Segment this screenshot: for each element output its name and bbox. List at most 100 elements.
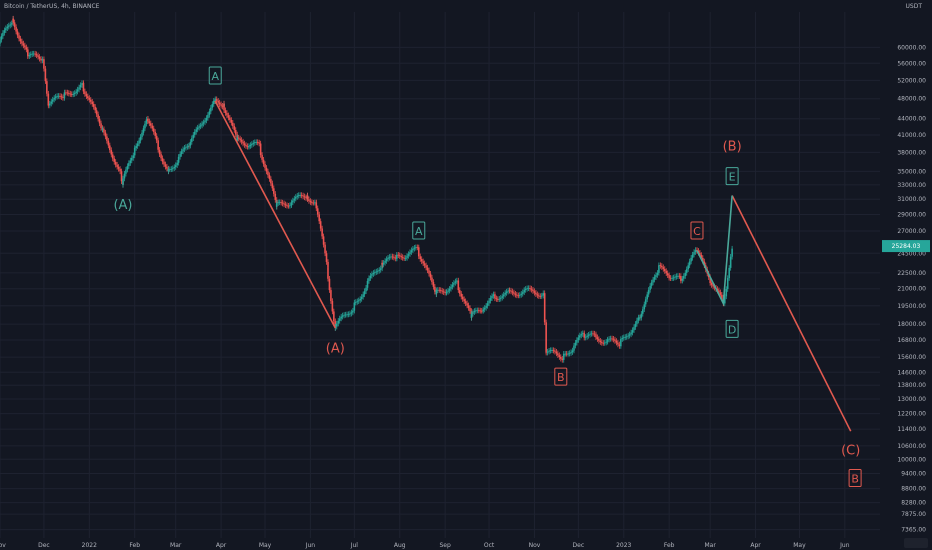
candle-body	[125, 169, 127, 174]
candle-body	[7, 25, 10, 27]
candle-body	[668, 276, 670, 278]
candle-body	[56, 95, 58, 97]
candle-body	[438, 289, 441, 291]
candle-body	[529, 288, 531, 289]
wave-label: C	[693, 225, 701, 238]
candle-body	[180, 151, 183, 154]
candle-body	[652, 279, 654, 283]
candle-body	[420, 259, 423, 262]
candle-body	[527, 288, 530, 289]
candle-body	[605, 341, 607, 343]
candle-body	[568, 353, 571, 354]
candle-body	[457, 283, 460, 291]
candle-body	[536, 294, 539, 296]
candle-body	[106, 136, 108, 141]
candle-body	[524, 288, 527, 290]
candle-body	[31, 53, 34, 55]
candle-body	[167, 169, 170, 172]
wave-label: (A)	[326, 341, 345, 356]
chart-symbol-title[interactable]: Bitcoin / TetherUS, 4h, BINANCE	[4, 3, 100, 10]
candle-body	[617, 342, 619, 345]
y-tick-label: 16800.00	[897, 337, 926, 344]
candle-body	[37, 55, 39, 57]
candle-body	[337, 320, 340, 324]
candle-body	[214, 99, 217, 102]
y-tick-label: 38000.00	[897, 149, 926, 156]
candle-body	[315, 202, 318, 209]
candle-body	[693, 252, 695, 255]
candle-body	[290, 202, 293, 205]
candle-body	[335, 323, 338, 327]
candle-body	[164, 164, 167, 167]
candle-body	[451, 284, 454, 287]
candle-body	[316, 208, 319, 215]
candle-body	[603, 342, 606, 344]
candle-body	[725, 289, 728, 297]
candle-body	[270, 178, 272, 184]
candle-body	[562, 353, 565, 358]
candle-body	[150, 123, 152, 126]
candle-body	[48, 103, 51, 106]
candle-body	[685, 269, 688, 273]
x-tick-label: Jun	[839, 542, 850, 549]
candle-body	[265, 167, 268, 172]
candle-body	[65, 92, 67, 94]
candle-body	[340, 316, 342, 319]
candle-body	[375, 271, 378, 273]
candle-body	[593, 333, 596, 335]
y-tick-label: 31000.00	[897, 196, 926, 203]
y-tick-label: 13000.00	[897, 396, 926, 403]
wave-label: B	[851, 472, 859, 485]
y-tick-label: 29000.00	[897, 212, 926, 219]
candle-body	[327, 261, 329, 268]
candle-body	[183, 147, 186, 150]
candle-body	[359, 298, 361, 301]
y-tick-label: 56000.00	[897, 60, 926, 67]
candle-body	[103, 129, 105, 133]
candle-body	[119, 168, 121, 172]
x-tick-label: Mar	[704, 542, 716, 549]
candle-body	[138, 140, 140, 144]
candle-body	[40, 58, 42, 61]
x-tick-label: Feb	[129, 542, 140, 549]
wave-line	[696, 195, 733, 307]
candle-body	[199, 125, 202, 127]
candle-body	[72, 94, 75, 95]
candle-body	[409, 252, 411, 255]
candle-body	[69, 93, 72, 95]
candle-body	[73, 93, 76, 95]
candle-body	[177, 156, 180, 160]
candle-body	[322, 236, 325, 245]
candle-body	[391, 256, 394, 258]
candle-body	[360, 296, 363, 299]
candle-body	[365, 287, 367, 292]
x-tick-label: May	[793, 542, 806, 549]
candle-body	[627, 335, 629, 337]
candle-body	[461, 296, 464, 300]
y-tick-label: 18000.00	[897, 321, 926, 328]
candle-body	[274, 193, 277, 200]
wave-label-box	[848, 468, 862, 487]
candle-body	[325, 253, 328, 262]
candle-body	[145, 119, 148, 124]
candle-body	[583, 334, 586, 338]
candle-body	[434, 286, 436, 292]
candle-body	[682, 276, 685, 279]
candle-body	[702, 257, 704, 262]
candle-body	[220, 104, 222, 106]
candle-body	[703, 261, 706, 266]
candle-body	[57, 95, 60, 97]
candle-body	[372, 272, 375, 275]
candle-body	[621, 338, 624, 340]
candle-body	[691, 254, 694, 258]
candle-body	[357, 300, 360, 302]
candle-body	[397, 254, 400, 256]
candle-body	[91, 101, 94, 105]
candle-body	[609, 338, 612, 340]
candle-body	[644, 299, 647, 305]
candle-body	[665, 271, 668, 274]
candle-body	[268, 175, 271, 179]
candle-body	[353, 302, 356, 306]
